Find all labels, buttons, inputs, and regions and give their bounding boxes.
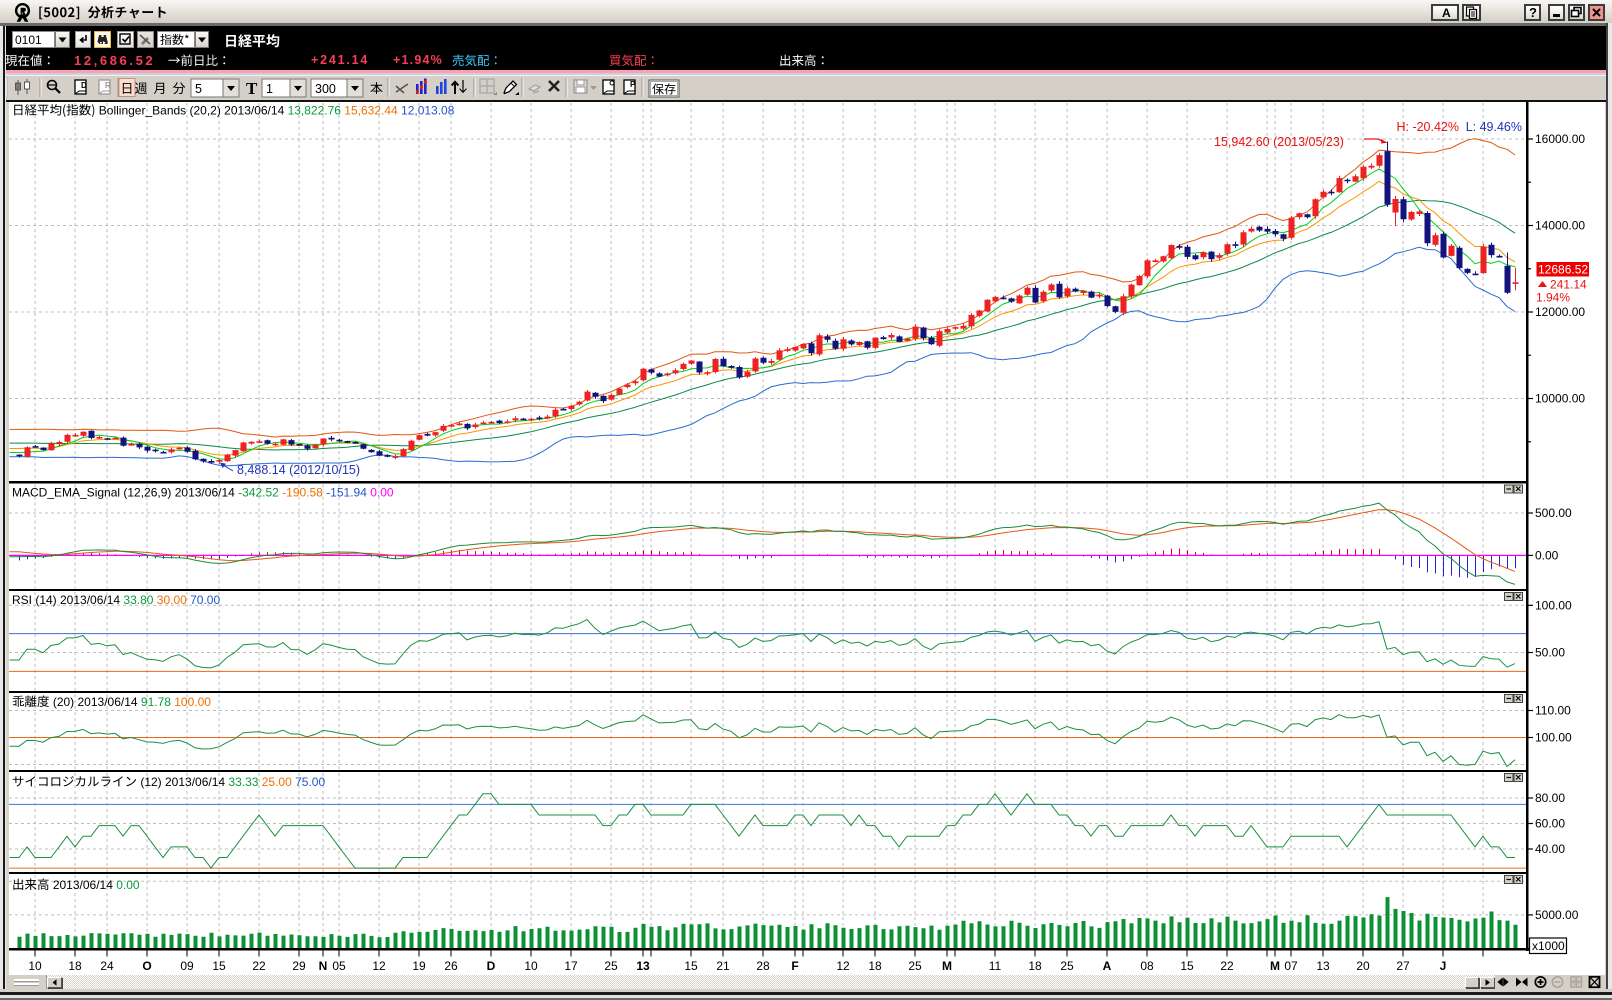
svg-text:15: 15 [1180,959,1194,973]
svg-text:26: 26 [444,959,458,973]
svg-text:50.00: 50.00 [1535,646,1565,660]
svg-text:-190.58: -190.58 [282,486,326,500]
svg-text:0.00: 0.00 [1535,548,1559,562]
svg-text:Bollinger_Bands (20,2) 2013/06: Bollinger_Bands (20,2) 2013/06/14 [95,104,287,118]
svg-text:L: 49.46%: L: 49.46% [1466,120,1522,134]
svg-text:14000.00: 14000.00 [1535,219,1585,233]
svg-text:P: P [630,80,636,89]
svg-text:0.00: 0.00 [370,486,394,500]
svg-text:15: 15 [212,959,226,973]
svg-text:0.00: 0.00 [116,878,140,892]
svg-text:-342.52: -342.52 [238,486,282,500]
svg-text:08: 08 [1140,959,1154,973]
svg-text:2013/06/14: 2013/06/14 [50,878,117,892]
svg-text:12: 12 [372,959,386,973]
svg-text:27: 27 [1396,959,1410,973]
svg-text:300: 300 [315,82,336,96]
svg-text:H: -20.42%: H: -20.42% [1396,120,1459,134]
svg-text:33.33: 33.33 [228,775,261,789]
svg-text:5: 5 [195,82,202,96]
svg-text:28: 28 [756,959,770,973]
svg-text:1.94%: 1.94% [1536,291,1570,305]
svg-text:25: 25 [908,959,922,973]
svg-text:MACD_EMA_Signal (12,26,9) 2013: MACD_EMA_Signal (12,26,9) 2013/06/14 [12,486,238,500]
svg-text:25.00: 25.00 [262,775,295,789]
svg-text:10: 10 [28,959,42,973]
svg-text:30.00: 30.00 [157,593,190,607]
svg-text:(12) 2013/06/14: (12) 2013/06/14 [137,775,228,789]
svg-text:100.00: 100.00 [174,695,211,709]
svg-text:29: 29 [292,959,306,973]
svg-text:RSI (14) 2013/06/14: RSI (14) 2013/06/14 [12,593,123,607]
svg-text:100.00: 100.00 [1535,731,1572,745]
svg-text:500.00: 500.00 [1535,506,1572,520]
svg-text:8,488.14 (2012/10/15): 8,488.14 (2012/10/15) [237,463,360,477]
svg-text:13: 13 [636,959,650,973]
svg-text:13: 13 [1316,959,1330,973]
svg-text:09: 09 [180,959,194,973]
svg-text:J: J [1440,959,1447,973]
svg-text:15,942.60 (2013/05/23): 15,942.60 (2013/05/23) [1214,135,1344,149]
svg-text:D: D [487,959,496,973]
svg-text:M: M [1270,959,1280,973]
svg-text:11: 11 [989,959,1002,973]
svg-text:75.00: 75.00 [295,775,325,789]
svg-text:22: 22 [252,959,266,973]
svg-text:O: O [142,959,151,973]
svg-text:12000.00: 12000.00 [1535,305,1585,319]
svg-text:05: 05 [332,959,346,973]
svg-text:60.00: 60.00 [1535,817,1565,831]
svg-text:12686.52: 12686.52 [1538,263,1588,277]
svg-text:25: 25 [1060,959,1074,973]
svg-text:22: 22 [1220,959,1234,973]
svg-text:91.78: 91.78 [141,695,174,709]
svg-text:241.14: 241.14 [1550,278,1587,292]
svg-text:T: T [246,79,258,98]
svg-text:D: D [81,81,87,90]
svg-text:70.00: 70.00 [190,593,220,607]
svg-text:110.00: 110.00 [1535,704,1571,718]
svg-text:M: M [942,959,952,973]
svg-text:17: 17 [564,959,578,973]
svg-text:10000.00: 10000.00 [1535,392,1585,406]
svg-text:A: A [1103,959,1112,973]
svg-text:18: 18 [1028,959,1042,973]
svg-text:21: 21 [716,959,730,973]
svg-text:-151.94: -151.94 [326,486,370,500]
svg-text:12,013.08: 12,013.08 [401,104,455,118]
svg-text:07: 07 [1284,959,1298,973]
svg-text:40.00: 40.00 [1535,842,1565,856]
svg-text:25: 25 [604,959,618,973]
svg-text:13,822.76: 13,822.76 [288,104,345,118]
svg-text:80.00: 80.00 [1535,791,1565,805]
svg-text:33.80: 33.80 [123,593,156,607]
svg-text:N: N [319,959,328,973]
svg-text:19: 19 [412,959,426,973]
svg-text:15,632.44: 15,632.44 [344,104,401,118]
svg-text:F: F [791,959,798,973]
svg-text:R: R [105,81,111,90]
svg-text:(20) 2013/06/14: (20) 2013/06/14 [50,695,141,709]
svg-text:12: 12 [836,959,850,973]
svg-text:x1000: x1000 [1532,939,1565,953]
svg-text:20: 20 [1356,959,1370,973]
svg-text:10: 10 [524,959,538,973]
svg-text:100.00: 100.00 [1535,598,1572,612]
svg-text:16000.00: 16000.00 [1535,132,1585,146]
svg-text:24: 24 [100,959,114,973]
svg-text:15: 15 [684,959,698,973]
svg-text:1: 1 [266,82,273,96]
svg-text:18: 18 [68,959,82,973]
svg-text:18: 18 [868,959,882,973]
svg-text:5000.00: 5000.00 [1535,908,1579,922]
